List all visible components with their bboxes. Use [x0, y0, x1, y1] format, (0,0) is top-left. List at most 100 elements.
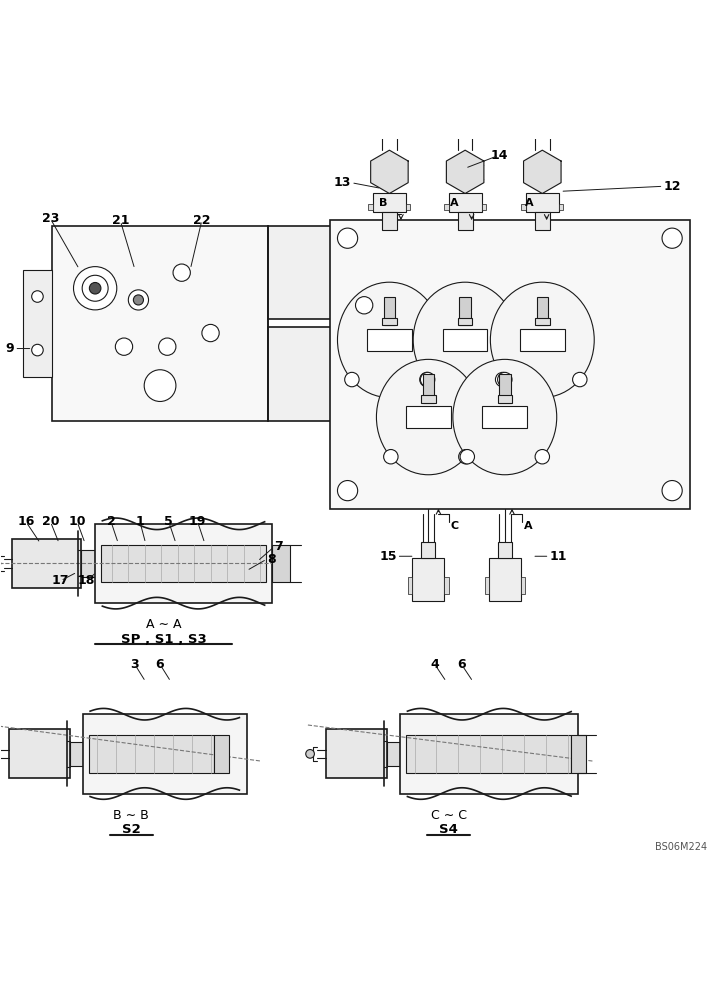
Text: 16: 16 [17, 515, 35, 528]
Bar [489, 558, 521, 601]
Text: 20: 20 [42, 515, 59, 528]
Bar [445, 204, 449, 210]
Circle shape [128, 290, 148, 310]
Text: SP: SP [498, 412, 511, 422]
Bar [70, 742, 83, 766]
Bar [214, 735, 229, 773]
Circle shape [32, 291, 43, 302]
Circle shape [74, 267, 117, 310]
Text: 18: 18 [77, 574, 95, 587]
Text: SP , S1 , S3: SP , S1 , S3 [121, 633, 206, 646]
Text: 6: 6 [156, 658, 164, 671]
Bar [382, 212, 397, 230]
Bar [400, 714, 578, 794]
Circle shape [355, 297, 373, 314]
Bar [406, 406, 451, 428]
Bar [101, 545, 266, 582]
Bar [329, 220, 690, 509]
Text: 6: 6 [458, 658, 466, 671]
Bar [340, 258, 362, 269]
Text: 15: 15 [379, 550, 397, 563]
Text: 4: 4 [431, 658, 439, 671]
Bar [408, 577, 413, 594]
Circle shape [495, 372, 510, 387]
Text: 21: 21 [111, 214, 129, 227]
Bar [80, 550, 95, 577]
Circle shape [202, 324, 219, 342]
Text: 7: 7 [274, 540, 283, 553]
Text: A: A [525, 198, 534, 208]
Circle shape [458, 450, 473, 464]
Circle shape [337, 228, 358, 248]
Bar [52, 226, 268, 421]
Text: A: A [523, 521, 532, 531]
Text: 11: 11 [550, 550, 567, 563]
Text: 19: 19 [189, 515, 206, 528]
Circle shape [337, 481, 358, 501]
Text: S1: S1 [536, 335, 549, 345]
Bar [497, 395, 512, 403]
Text: 10: 10 [68, 515, 86, 528]
Bar [445, 577, 449, 594]
Bar [499, 374, 510, 403]
Bar [459, 297, 471, 325]
Circle shape [115, 338, 132, 355]
Text: 3: 3 [130, 658, 139, 671]
Text: 23: 23 [42, 212, 59, 225]
Bar [421, 542, 436, 558]
Text: 2: 2 [106, 515, 115, 528]
Text: 8: 8 [267, 553, 275, 566]
Bar [571, 735, 586, 773]
Bar [449, 193, 481, 212]
Ellipse shape [490, 282, 594, 398]
Bar [382, 318, 397, 325]
Circle shape [420, 372, 434, 387]
Bar [340, 276, 362, 287]
Ellipse shape [413, 282, 517, 398]
Bar [458, 318, 472, 325]
Bar [559, 204, 563, 210]
Ellipse shape [337, 282, 442, 398]
Bar [95, 524, 272, 603]
Bar [521, 577, 525, 594]
Text: BS06M224: BS06M224 [654, 842, 707, 852]
Bar [384, 297, 395, 325]
Bar [406, 204, 411, 210]
Bar [423, 374, 434, 403]
Circle shape [144, 370, 176, 401]
Text: S3: S3 [458, 335, 472, 345]
Text: 14: 14 [490, 149, 508, 162]
Text: S4: S4 [421, 412, 435, 422]
Text: 17: 17 [52, 574, 70, 587]
Text: S2: S2 [383, 335, 396, 345]
Text: 9: 9 [6, 342, 14, 355]
Bar [482, 406, 527, 428]
Bar [535, 318, 550, 325]
Text: 12: 12 [663, 180, 681, 193]
Bar [443, 329, 487, 351]
Circle shape [306, 750, 314, 758]
Bar [23, 270, 52, 377]
Circle shape [662, 481, 682, 501]
Bar [340, 359, 362, 370]
Circle shape [133, 295, 143, 305]
Bar [458, 212, 473, 230]
Bar [268, 327, 340, 421]
Bar [413, 558, 445, 601]
Circle shape [573, 372, 587, 387]
Bar [521, 204, 526, 210]
Text: 22: 22 [193, 214, 211, 227]
Bar [526, 193, 559, 212]
Bar [83, 714, 247, 794]
Text: A: A [450, 198, 458, 208]
Bar [535, 212, 550, 230]
Bar [520, 329, 565, 351]
Text: 1: 1 [135, 515, 144, 528]
Text: B: B [379, 198, 388, 208]
Circle shape [32, 344, 43, 356]
Text: A ∼ A: A ∼ A [146, 618, 182, 631]
Circle shape [497, 372, 512, 387]
Circle shape [460, 450, 474, 464]
Text: S4: S4 [439, 823, 458, 836]
Bar [373, 193, 406, 212]
